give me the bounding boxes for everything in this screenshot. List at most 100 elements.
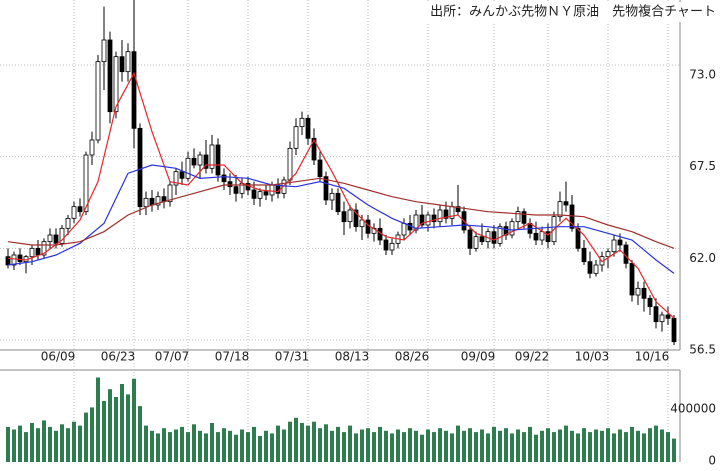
volume-bar — [54, 430, 58, 462]
volume-bar — [522, 432, 526, 462]
volume-bar — [282, 429, 286, 462]
candle-body — [575, 227, 581, 249]
volume-bar — [126, 394, 130, 462]
volume-bar — [390, 433, 394, 462]
candle-body — [635, 287, 641, 296]
y-tick-label: 62.0 — [689, 251, 716, 265]
volume-bar — [492, 426, 496, 462]
volume-bar — [168, 432, 172, 462]
volume-bar — [660, 429, 664, 462]
volume-bar — [66, 428, 70, 462]
candle-body — [89, 139, 95, 156]
volume-bar — [378, 426, 382, 462]
volume-bar — [138, 406, 142, 462]
volume-bar — [348, 425, 352, 462]
volume-bar — [408, 428, 412, 462]
candle-body — [563, 201, 569, 206]
volume-bar — [156, 433, 160, 462]
volume-bar — [276, 425, 280, 462]
volume-bar — [432, 432, 436, 462]
volume-bar — [444, 430, 448, 462]
candle-body — [323, 176, 329, 201]
x-tick-label: 09/09 — [461, 350, 496, 364]
y-tick-label: 56.5 — [689, 343, 716, 357]
volume-bar — [336, 426, 340, 462]
volume-bar — [642, 433, 646, 462]
candle-body — [419, 214, 425, 226]
candle-body — [335, 192, 341, 213]
candle-body — [479, 236, 485, 243]
volume-bar — [324, 424, 328, 462]
volume-bar — [300, 423, 304, 462]
y-tick-label: 400000 — [670, 402, 716, 416]
candle-body — [143, 197, 149, 208]
volume-bar — [60, 424, 64, 462]
volume-bar — [18, 425, 22, 462]
volume-bar — [516, 429, 520, 462]
volume-bar — [102, 400, 106, 462]
volume-bar — [474, 432, 478, 462]
candle-body — [347, 209, 353, 223]
candle-body — [101, 39, 107, 63]
candle-body — [155, 196, 161, 206]
candle-body — [293, 126, 299, 149]
candle-body — [215, 144, 221, 176]
volume-bar — [630, 426, 634, 462]
volume-bar — [618, 429, 622, 462]
x-tick-label: 08/13 — [335, 350, 370, 364]
volume-bar — [252, 426, 256, 462]
volume-bar — [552, 432, 556, 462]
volume-bar — [594, 429, 598, 462]
candle-body — [533, 232, 539, 241]
candle-body — [671, 317, 677, 343]
volume-bar — [90, 407, 94, 462]
candle-body — [65, 217, 71, 229]
candle-body — [167, 184, 173, 203]
candle-body — [593, 264, 599, 274]
candle-body — [191, 157, 197, 166]
x-tick-label: 07/18 — [215, 350, 250, 364]
volume-bar — [330, 430, 334, 462]
moving-average-line — [7, 71, 675, 319]
candle-body — [35, 247, 41, 256]
volume-bar — [42, 420, 46, 462]
volume-bar — [528, 426, 532, 462]
volume-bar — [6, 426, 10, 462]
moving-average-line — [7, 177, 675, 249]
volume-bar — [462, 430, 466, 462]
volume-bar — [372, 432, 376, 462]
volume-bar — [510, 433, 514, 462]
candle-body — [179, 171, 185, 179]
candle-body — [251, 189, 257, 199]
x-tick-label: 07/07 — [155, 350, 190, 364]
y-tick-label: 0 — [708, 454, 716, 468]
volume-bar — [504, 428, 508, 462]
candle-body — [647, 297, 653, 308]
volume-bar — [150, 430, 154, 462]
candle-body — [203, 154, 209, 169]
candle-body — [605, 251, 611, 258]
x-tick-label: 10/16 — [635, 350, 670, 364]
volume-bar — [306, 425, 310, 462]
volume-bar — [78, 425, 82, 462]
candle-body — [431, 214, 437, 223]
candle-body — [365, 219, 371, 234]
volume-bar — [396, 429, 400, 462]
candle-body — [233, 186, 239, 194]
candle-body — [653, 306, 659, 323]
volume-bar — [648, 428, 652, 462]
volume-bar — [624, 432, 628, 462]
volume-bar — [672, 438, 676, 462]
volume-bar — [468, 428, 472, 462]
candle-body — [95, 61, 101, 141]
candle-body — [257, 191, 263, 199]
candle-body — [437, 209, 443, 223]
candle-body — [311, 137, 317, 161]
volume-bar — [570, 430, 574, 462]
candle-body — [263, 191, 269, 196]
candle-body — [281, 179, 287, 194]
candle-body — [491, 231, 497, 244]
candle-body — [497, 226, 503, 244]
volume-bar — [222, 428, 226, 462]
